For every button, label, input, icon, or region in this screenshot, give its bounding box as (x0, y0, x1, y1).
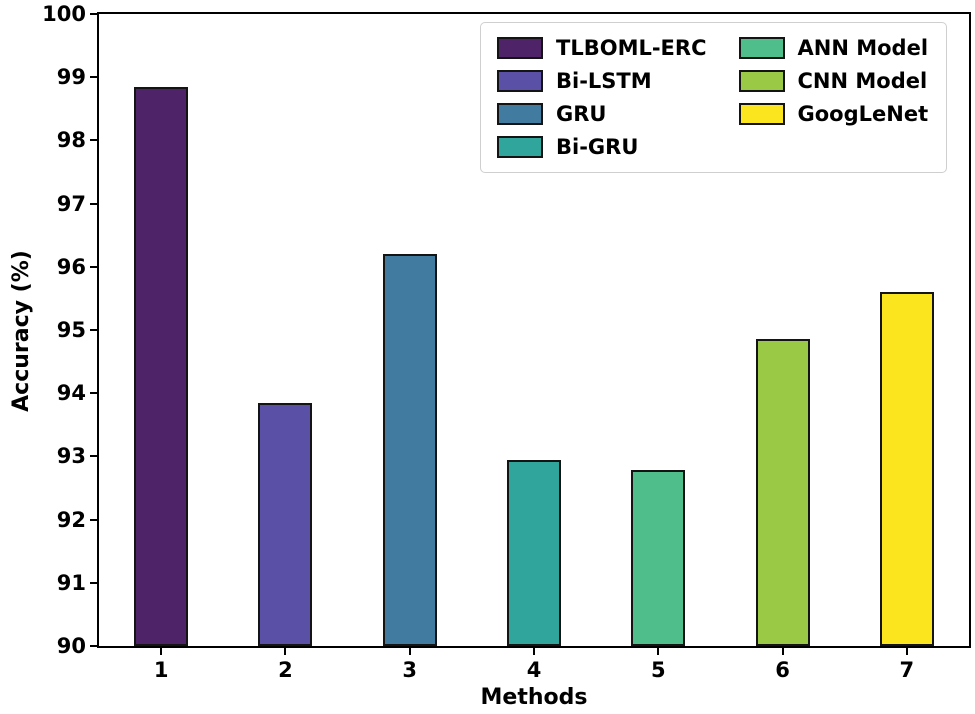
legend-item-tlboml-erc: TLBOML-ERC (497, 36, 707, 60)
y-tick-label: 99 (56, 65, 86, 90)
legend-swatch (497, 103, 543, 125)
legend-item-ann-model: ANN Model (738, 36, 929, 60)
y-tick-label: 92 (56, 507, 86, 532)
y-tick-label: 97 (56, 191, 86, 216)
y-tick-mark (90, 139, 97, 142)
y-tick-label: 93 (56, 444, 86, 469)
y-tick-mark (90, 392, 97, 395)
y-tick-label: 95 (56, 318, 86, 342)
x-tick-label: 6 (775, 658, 790, 682)
legend-column: TLBOML-ERC Bi-LSTM GRU Bi-GRU (497, 36, 707, 159)
legend: TLBOML-ERC Bi-LSTM GRU Bi-GRU ANN Model CNN M… (480, 22, 948, 173)
x-tick-label: 4 (526, 658, 542, 682)
legend-swatch (738, 70, 785, 92)
legend-label: Bi-GRU (556, 135, 639, 159)
x-axis-title: Methods (480, 685, 588, 710)
bar-tlboml-erc (134, 86, 189, 646)
legend-swatch (738, 37, 785, 59)
x-tick-label: 5 (650, 658, 666, 682)
y-tick-mark (90, 329, 97, 331)
y-tick-label: 90 (56, 634, 86, 658)
legend-label: Bi-LSTM (556, 69, 652, 93)
y-tick-mark (90, 518, 97, 521)
legend-item-bi-gru: Bi-GRU (497, 135, 707, 159)
legend-label: CNN Model (797, 69, 928, 93)
bar-ann-model (631, 470, 686, 646)
y-tick-mark (90, 76, 97, 79)
bar-googlenet (879, 292, 934, 646)
x-tick-label: 1 (153, 658, 169, 682)
x-tick-label: 7 (899, 658, 915, 682)
bar-bi-gru (507, 459, 561, 646)
y-tick-mark (90, 455, 97, 458)
legend-label: GoogLeNet (797, 102, 929, 126)
legend-item-cnn-model: CNN Model (738, 69, 929, 93)
x-tick-mark (781, 648, 784, 655)
y-tick-label: 100 (42, 2, 86, 26)
legend-item-googlenet: GoogLeNet (738, 102, 929, 126)
x-tick-mark (284, 648, 287, 655)
x-tick-label: 2 (278, 658, 293, 682)
legend-item-gru: GRU (497, 102, 707, 126)
legend-label: TLBOML-ERC (556, 36, 707, 60)
x-tick-mark (408, 648, 411, 655)
legend-label: GRU (556, 102, 607, 126)
legend-swatch (497, 70, 543, 92)
legend-swatch (738, 103, 785, 125)
y-tick-mark (90, 645, 97, 647)
y-tick-mark (90, 202, 97, 205)
legend-column: ANN Model CNN Model GoogLeNet (738, 36, 929, 159)
x-tick-label: 3 (402, 658, 418, 682)
y-tick-mark (90, 581, 97, 584)
bar-bi-lstm (258, 402, 313, 646)
x-tick-mark (533, 648, 535, 655)
x-tick-mark (657, 648, 660, 655)
legend-label: ANN Model (797, 36, 929, 60)
x-tick-mark (905, 648, 908, 655)
legend-item-bi-lstm: Bi-LSTM (497, 69, 707, 93)
y-tick-label: 91 (56, 570, 86, 595)
bar-cnn-model (755, 339, 810, 646)
y-tick-mark (90, 13, 97, 15)
x-tick-mark (160, 648, 163, 655)
y-tick-label: 94 (56, 381, 86, 406)
bar-gru (382, 254, 437, 646)
y-tick-mark (90, 265, 97, 268)
legend-swatch (497, 136, 543, 158)
y-tick-label: 98 (56, 128, 86, 153)
legend-swatch (497, 37, 543, 59)
y-tick-label: 96 (56, 254, 86, 279)
